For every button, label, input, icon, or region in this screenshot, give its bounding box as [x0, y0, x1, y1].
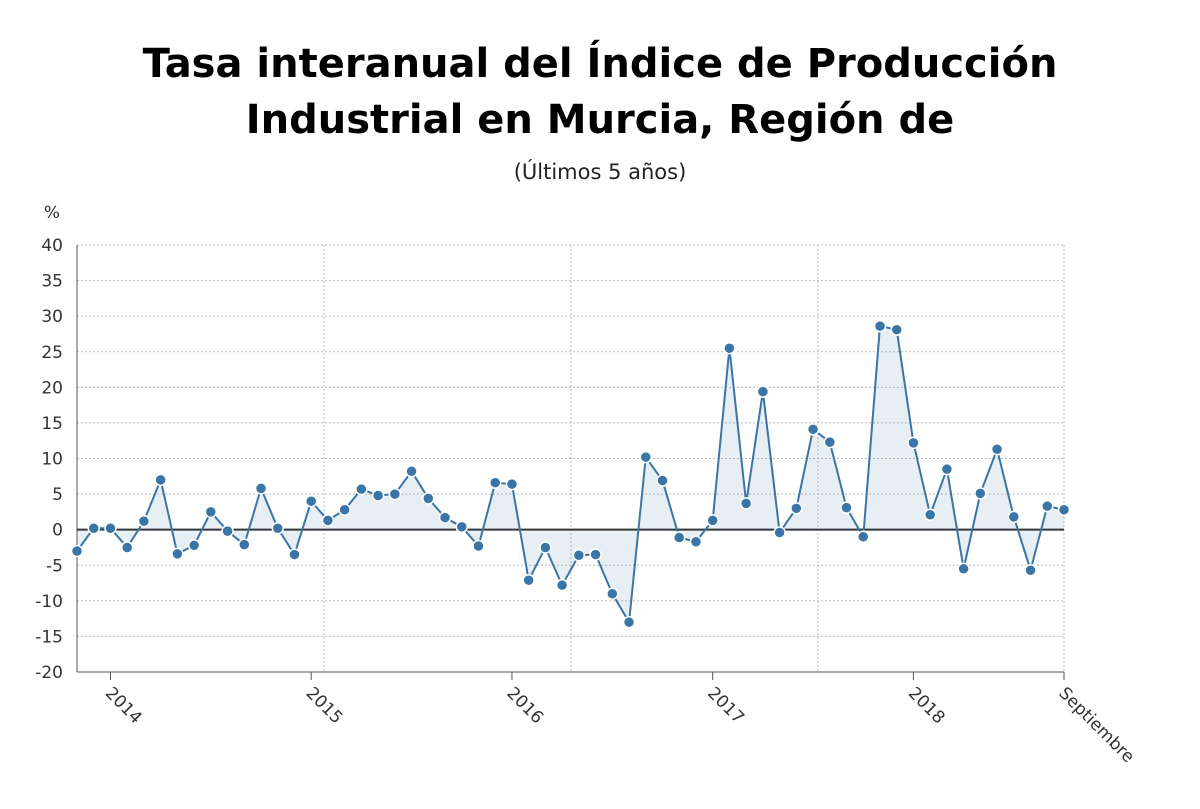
y-tick-label: 10: [41, 450, 63, 470]
point: [355, 482, 368, 496]
x-tick-label: Septiembre: [1054, 683, 1138, 767]
point: [104, 521, 117, 535]
point: [555, 578, 569, 592]
x-tick-label: 2016: [502, 683, 547, 728]
point: [488, 476, 502, 489]
point: [823, 435, 837, 449]
point: [87, 521, 100, 535]
point: [806, 423, 820, 436]
y-tick-label: 25: [41, 343, 63, 363]
point: [371, 489, 385, 502]
y-tick-label: 40: [41, 236, 63, 256]
point: [254, 482, 268, 495]
x-tick-label: 2014: [101, 683, 146, 728]
point: [221, 524, 234, 538]
point: [639, 450, 653, 464]
point: [907, 436, 920, 450]
point: [70, 544, 84, 558]
point: [171, 547, 184, 561]
point: [505, 477, 519, 491]
y-tick-label: -15: [35, 627, 63, 647]
point: [756, 385, 770, 398]
y-tick-label: -5: [46, 556, 63, 576]
area: [77, 326, 1064, 623]
point: [873, 319, 887, 333]
point: [923, 508, 937, 521]
point: [321, 514, 335, 527]
point: [706, 514, 719, 527]
point: [1024, 563, 1037, 577]
point: [773, 526, 786, 539]
point: [857, 530, 870, 544]
point: [472, 539, 485, 553]
point: [304, 494, 318, 508]
y-tick-label: 15: [41, 414, 63, 434]
point: [422, 492, 435, 505]
point: [204, 505, 218, 519]
point: [890, 323, 903, 336]
point: [672, 531, 686, 544]
point: [689, 535, 703, 549]
point: [120, 541, 134, 554]
point: [656, 474, 669, 487]
y-tick-label: 35: [41, 272, 63, 292]
x-tick-label: 2018: [904, 683, 949, 728]
y-tick-label: -20: [35, 663, 63, 683]
y-tick-label: 0: [52, 521, 63, 541]
point: [1007, 510, 1021, 524]
point: [790, 502, 803, 515]
point: [405, 465, 418, 478]
point: [522, 573, 535, 587]
y-tick-label: 5: [52, 485, 63, 505]
point: [539, 541, 552, 554]
point: [739, 497, 753, 510]
y-axis-label: %: [44, 203, 60, 223]
chart-title: Tasa interanual del Índice de Producción…: [142, 41, 1058, 143]
point: [137, 514, 151, 528]
y-tick-label: 30: [41, 307, 63, 327]
chart-subtitle: (Últimos 5 años): [513, 160, 687, 184]
point: [723, 341, 736, 355]
x-tick-label: 2017: [703, 683, 748, 728]
y-tick-label: 20: [41, 378, 63, 398]
point: [622, 615, 636, 629]
point: [388, 487, 402, 501]
point: [1041, 499, 1054, 513]
x-tick-label: 2015: [302, 683, 347, 728]
point: [338, 503, 351, 516]
point: [154, 473, 167, 487]
point: [606, 587, 619, 600]
point: [1057, 503, 1071, 516]
point: [589, 548, 602, 561]
point: [990, 442, 1004, 456]
point: [974, 487, 987, 500]
point: [238, 538, 251, 551]
y-tick-label: -10: [35, 592, 63, 612]
point: [271, 521, 284, 535]
point: [455, 520, 469, 534]
point: [438, 511, 452, 524]
point: [840, 501, 853, 514]
point: [957, 562, 970, 576]
point: [187, 539, 201, 552]
point: [572, 549, 586, 562]
point: [940, 462, 954, 476]
point: [288, 548, 301, 561]
